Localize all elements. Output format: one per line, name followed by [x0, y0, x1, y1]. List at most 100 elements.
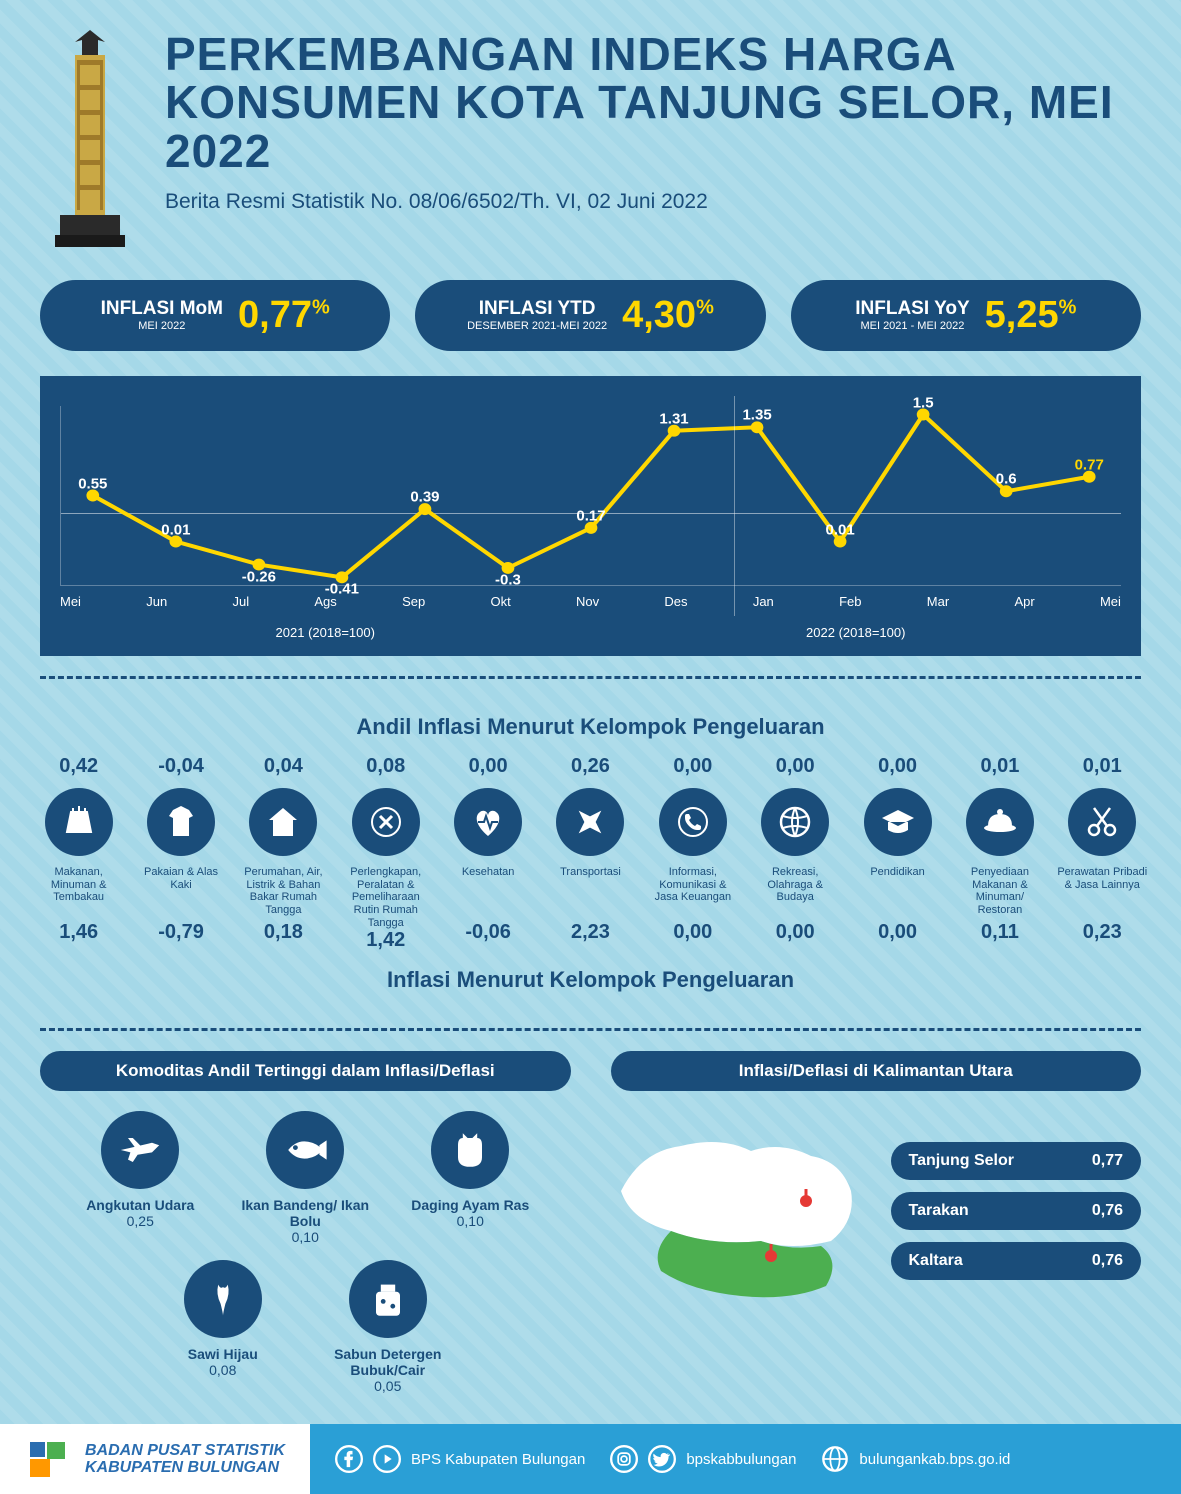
facebook-icon	[335, 1445, 363, 1473]
region-title: Inflasi/Deflasi di Kalimantan Utara	[611, 1051, 1142, 1091]
categories-row: 0,42 Makanan, Minuman & Tembakau 1,46-0,…	[0, 755, 1181, 952]
category-item: -0,04 Pakaian & Alas Kaki -0,79	[132, 755, 229, 952]
andil-title: Andil Inflasi Menurut Kelompok Pengeluar…	[0, 699, 1181, 755]
region-pill: Tarakan 0,76	[891, 1192, 1142, 1230]
twitter-icon	[648, 1445, 676, 1473]
youtube-icon	[373, 1445, 401, 1473]
veg-icon	[184, 1260, 262, 1338]
comm-value: 0,08	[148, 1362, 298, 1378]
comm-value: 0,10	[395, 1213, 545, 1229]
month-label: Nov	[576, 594, 599, 609]
food-icon	[45, 788, 113, 856]
pill-value: 4,30	[622, 294, 696, 336]
cat-label: Perawatan Pribadi & Jasa Lainnya	[1054, 866, 1151, 921]
cat-bottom-value: -0,06	[439, 921, 536, 944]
social-web: bulungankab.bps.go.id	[821, 1445, 1010, 1473]
pill-sub: MEI 2021 - MEI 2022	[855, 320, 969, 332]
category-item: 0,01 Penyediaan Makanan & Minuman/ Resto…	[951, 755, 1048, 952]
fish-icon	[266, 1111, 344, 1189]
pill-mom: INFLASI MoMMEI 2022 0,77%	[40, 280, 390, 351]
commodities-title: Komoditas Andil Tertinggi dalam Inflasi/…	[40, 1051, 571, 1091]
region-value: 0,76	[1092, 1202, 1123, 1220]
bottom-section: Komoditas Andil Tertinggi dalam Inflasi/…	[0, 1051, 1181, 1424]
social-ig-tw: bpskabbulungan	[610, 1445, 796, 1473]
cat-bottom-value: 0,18	[235, 921, 332, 944]
category-item: 0,00 Informasi, Komunikasi & Jasa Keuang…	[644, 755, 741, 952]
commodity-item: Sawi Hijau 0,08	[148, 1260, 298, 1394]
pill-label: INFLASI MoM	[101, 298, 223, 319]
comm-label: Angkutan Udara	[65, 1197, 215, 1213]
cat-label: Pendidikan	[849, 866, 946, 921]
cat-label: Pakaian & Alas Kaki	[132, 866, 229, 921]
instagram-icon	[610, 1445, 638, 1473]
header: PERKEMBANGAN INDEKS HARGA KONSUMEN KOTA …	[0, 0, 1181, 270]
comm-label: Daging Ayam Ras	[395, 1197, 545, 1213]
cat-top-value: 0,00	[644, 755, 741, 778]
category-item: 0,42 Makanan, Minuman & Tembakau 1,46	[30, 755, 127, 952]
region-value: 0,76	[1092, 1252, 1123, 1270]
comm-label: Sabun Detergen Bubuk/Cair	[313, 1346, 463, 1378]
separator	[40, 676, 1141, 679]
month-label: Feb	[839, 594, 861, 609]
pill-value: 0,77	[238, 294, 312, 336]
region-name: Kaltara	[909, 1252, 963, 1270]
cat-top-value: 0,00	[849, 755, 946, 778]
cat-label: Transportasi	[542, 866, 639, 921]
subtitle: Berita Resmi Statistik No. 08/06/6502/Th…	[165, 190, 1141, 214]
pill-ytd: INFLASI YTDDESEMBER 2021-MEI 2022 4,30%	[415, 280, 765, 351]
chart-point-label: 0.6	[996, 471, 1017, 488]
region-name: Tarakan	[909, 1202, 969, 1220]
ball-icon	[761, 788, 829, 856]
pill-label: INFLASI YoY	[855, 298, 969, 319]
region-pill: Tanjung Selor 0,77	[891, 1142, 1142, 1180]
cat-label: Rekreasi, Olahraga & Budaya	[747, 866, 844, 921]
chart-point-label: -0.26	[242, 568, 276, 585]
month-label: Sep	[402, 594, 425, 609]
category-item: 0,26 Transportasi 2,23	[542, 755, 639, 952]
org-line1: BADAN PUSAT STATISTIK	[85, 1442, 285, 1460]
stat-pills: INFLASI MoMMEI 2022 0,77% INFLASI YTDDES…	[0, 270, 1181, 361]
health-icon	[454, 788, 522, 856]
commodity-item: Daging Ayam Ras 0,10	[395, 1111, 545, 1245]
chart-point-label: 0.01	[825, 521, 854, 538]
chart-x-labels: MeiJunJulAgsSepOktNovDesJanFebMarAprMei	[60, 586, 1121, 617]
cat-top-value: 0,04	[235, 755, 332, 778]
chart-point-label: 1.35	[742, 407, 771, 424]
soap-icon	[349, 1260, 427, 1338]
comm-label: Ikan Bandeng/ Ikan Bolu	[230, 1197, 380, 1229]
region-value: 0,77	[1092, 1152, 1123, 1170]
category-item: 0,04 Perumahan, Air, Listrik & Bahan Bak…	[235, 755, 332, 952]
plane2-icon	[101, 1111, 179, 1189]
chart-point-label: -0.3	[495, 571, 521, 588]
social-text: BPS Kabupaten Bulungan	[411, 1451, 585, 1468]
line-chart: 0.550.01-0.26-0.410.39-0.30.171.311.350.…	[40, 376, 1141, 656]
comm-value: 0,10	[230, 1229, 380, 1245]
grad-icon	[864, 788, 932, 856]
chart-point-label: 0.55	[78, 475, 107, 492]
year-left: 2021 (2018=100)	[276, 625, 375, 640]
globe-icon	[821, 1445, 849, 1473]
month-label: Mei	[1100, 594, 1121, 609]
pill-yoy: INFLASI YoYMEI 2021 - MEI 2022 5,25%	[791, 280, 1141, 351]
pill-value: 5,25	[985, 294, 1059, 336]
house-icon	[249, 788, 317, 856]
month-label: Okt	[491, 594, 511, 609]
commodity-item: Angkutan Udara 0,25	[65, 1111, 215, 1245]
comm-label: Sawi Hijau	[148, 1346, 298, 1362]
category-item: 0,00 Kesehatan -0,06	[439, 755, 536, 952]
month-label: Mar	[927, 594, 949, 609]
month-label: Jan	[753, 594, 774, 609]
cat-top-value: 0,01	[1054, 755, 1151, 778]
region-name: Tanjung Selor	[909, 1152, 1014, 1170]
chart-point-label: 1.5	[913, 394, 934, 411]
dish-icon	[966, 788, 1034, 856]
year-right: 2022 (2018=100)	[806, 625, 905, 640]
comm-value: 0,05	[313, 1378, 463, 1394]
chart-point-label: 0.01	[161, 521, 190, 538]
year-divider	[734, 396, 735, 616]
inflasi-title: Inflasi Menurut Kelompok Pengeluaran	[0, 952, 1181, 1008]
commodity-item: Ikan Bandeng/ Ikan Bolu 0,10	[230, 1111, 380, 1245]
cat-bottom-value: 0,11	[951, 921, 1048, 944]
cat-label: Penyediaan Makanan & Minuman/ Restoran	[951, 866, 1048, 921]
cat-label: Kesehatan	[439, 866, 536, 921]
